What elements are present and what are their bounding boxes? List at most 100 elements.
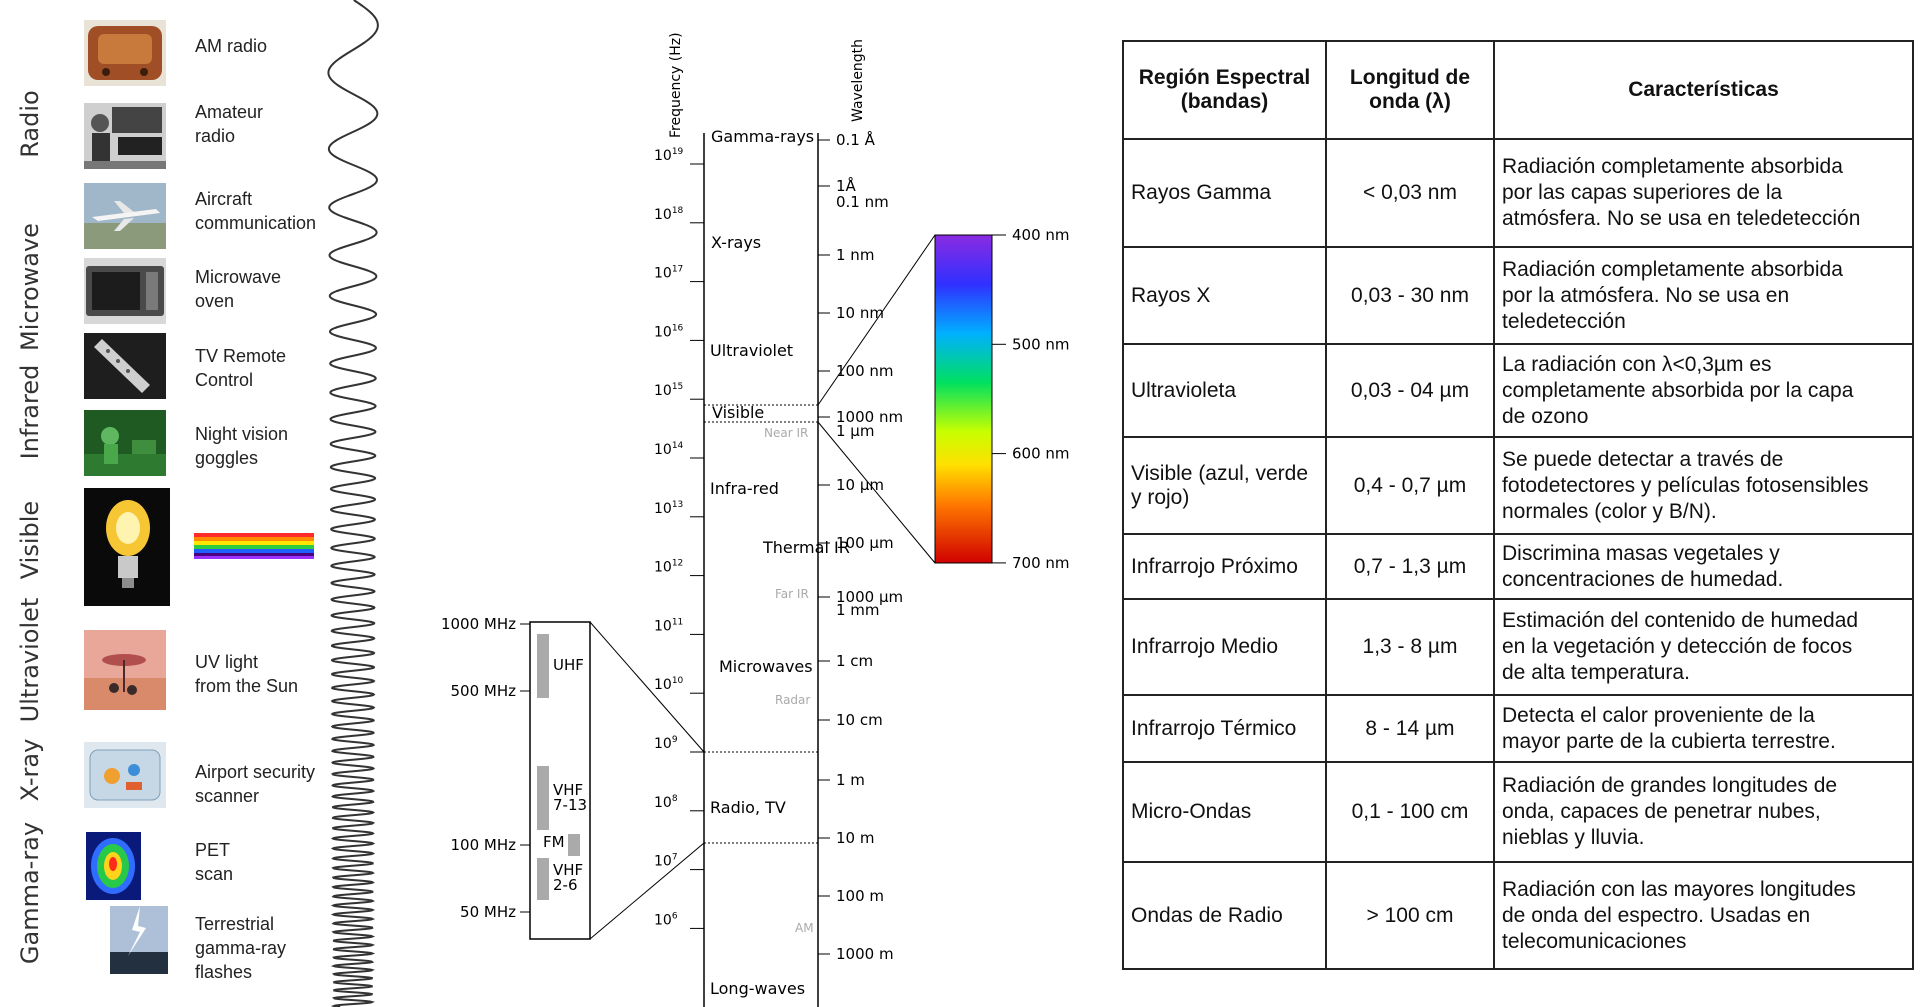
wavelength-axis-title: Wavelength [850,39,866,122]
wavelength-tick-label: 100 nm [836,362,894,380]
wavelength-tick-label: 10 cm [836,711,883,729]
broadcast-zoom-line-bottom [590,843,704,939]
visible-tick-label: 700 nm [1012,554,1070,572]
wavelength-tick-label: 0.1 nm [836,193,889,211]
region-label: Long-waves [710,979,805,998]
region-label: Ultraviolet [710,341,793,360]
region-label: Microwaves [719,657,813,676]
frequency-tick-label: 1017 [654,265,683,282]
table-cell-region: Rayos X [1123,247,1326,344]
table-row: Visible (azul, verde y rojo) 0,4 - 0,7 µm… [1123,437,1913,534]
frequency-tick-label: 1010 [654,676,684,693]
table-cell-characteristics: Se puede detectar a través de fotodetect… [1494,437,1913,534]
region-label: Radar [775,693,810,707]
header-wavelength: Longitud de onda (λ) [1326,41,1494,139]
region-label: X-rays [711,233,761,252]
frequency-tick-label: 1019 [654,147,684,164]
frequency-axis-title: Frequency (Hz) [668,32,684,138]
table-cell-wavelength: 8 - 14 µm [1326,695,1494,762]
table-cell-characteristics: Radiación de grandes longitudes de onda,… [1494,762,1913,862]
wavelength-tick-label: 1 cm [836,652,873,670]
table-cell-region: Ultravioleta [1123,344,1326,437]
wavelength-tick-label: 10 nm [836,304,884,322]
frequency-tick-label: 1014 [654,441,684,458]
visible-tick-label: 600 nm [1012,445,1070,463]
visible-spectrum-bar [935,235,992,563]
table-cell-region: Infrarrojo Próximo [1123,534,1326,599]
frequency-tick-label: 1015 [654,382,683,399]
wavelength-tick-label: 1 μm [836,422,874,440]
table-cell-region: Visible (azul, verde y rojo) [1123,437,1326,534]
broadcast-tick-label: 100 MHz [451,836,517,854]
broadcast-zoom-line-top [590,622,704,752]
table-cell-characteristics: La radiación con λ<0,3µm es completament… [1494,344,1913,437]
frequency-tick-label: 1013 [654,500,683,517]
broadcast-tick-label: 50 MHz [460,903,516,921]
region-label: AM [795,921,814,935]
header-characteristics: Características [1494,41,1913,139]
wavelength-tick-label: 10 μm [836,476,884,494]
table-row: Rayos X 0,03 - 30 nm Radiación completamen… [1123,247,1913,344]
uhf-band-bar [537,634,549,698]
wavelength-tick-label: 1 m [836,771,865,789]
spectrum-scale-diagram: Frequency (Hz) Wavelength 400 nm 500 nm 60… [0,0,1110,1007]
table-cell-characteristics: Radiación completamente absorbida por la… [1494,247,1913,344]
fm-band-bar [568,834,580,856]
table-cell-region: Infrarrojo Medio [1123,599,1326,695]
table-cell-wavelength: > 100 cm [1326,862,1494,969]
table-cell-characteristics: Detecta el calor proveniente de la mayor… [1494,695,1913,762]
table-cell-characteristics: Estimación del contenido de humedad en l… [1494,599,1913,695]
frequency-tick-label: 109 [654,735,678,752]
vhf-7-13-band-bar [537,766,549,830]
table-row: Ultravioleta 0,03 - 04 µm La radiación con… [1123,344,1913,437]
table-row: Infrarrojo Medio 1,3 - 8 µm Estimación del… [1123,599,1913,695]
region-label: Thermal IR [762,538,850,557]
table-cell-wavelength: 0,03 - 04 µm [1326,344,1494,437]
wavelength-tick-label: 1 nm [836,246,874,264]
table-cell-wavelength: 0,1 - 100 cm [1326,762,1494,862]
table-header-row: Región Espectral (bandas) Longitud de on… [1123,41,1913,139]
region-label: Far IR [775,587,809,601]
table-cell-wavelength: < 0,03 nm [1326,139,1494,247]
table-row: Infrarrojo Próximo 0,7 - 1,3 µm Discrimina… [1123,534,1913,599]
region-label: Radio, TV [710,798,786,817]
table-row: Rayos Gamma < 0,03 nm Radiación completame… [1123,139,1913,247]
frequency-tick-label: 106 [654,911,678,928]
frequency-tick-label: 1018 [654,206,684,223]
wavelength-tick-label: 100 m [836,887,884,905]
table-cell-characteristics: Discrimina masas vegetales y concentraci… [1494,534,1913,599]
broadcast-band-label: VHF 7-13 [553,781,587,814]
wavelength-tick-label: 1 mm [836,601,880,619]
visible-tick-label: 500 nm [1012,335,1070,353]
table-cell-wavelength: 1,3 - 8 µm [1326,599,1494,695]
spectral-bands-table: Región Espectral (bandas) Longitud de on… [1122,40,1914,970]
wavelength-tick-label: 10 m [836,829,874,847]
wavelength-tick-label: 0.1 Å [836,130,876,149]
region-label: Near IR [764,426,808,440]
wavelength-tick-label: 1000 m [836,945,894,963]
frequency-tick-label: 108 [654,794,678,811]
frequency-tick-label: 1011 [654,617,683,634]
broadcast-band-label: UHF [553,656,584,674]
table-cell-wavelength: 0,4 - 0,7 µm [1326,437,1494,534]
table-row: Ondas de Radio > 100 cm Radiación con las … [1123,862,1913,969]
table-row: Micro-Ondas 0,1 - 100 cm Radiación de gran… [1123,762,1913,862]
table-cell-region: Infrarrojo Térmico [1123,695,1326,762]
table-cell-wavelength: 0,7 - 1,3 µm [1326,534,1494,599]
broadcast-tick-label: 1000 MHz [441,615,516,633]
region-label: Gamma-rays [711,127,814,146]
header-region: Región Espectral (bandas) [1123,41,1326,139]
table-row: Infrarrojo Térmico 8 - 14 µm Detecta el ca… [1123,695,1913,762]
table-cell-region: Micro-Ondas [1123,762,1326,862]
table-cell-characteristics: Radiación con las mayores longitudes de … [1494,862,1913,969]
frequency-tick-label: 1012 [654,559,683,576]
visible-tick-label: 400 nm [1012,226,1070,244]
vhf-2-6-band-bar [537,858,549,900]
broadcast-band-label: FM [543,833,565,851]
table-cell-wavelength: 0,03 - 30 nm [1326,247,1494,344]
region-label: Visible [712,403,764,422]
region-label: Infra-red [710,479,779,498]
frequency-tick-label: 1016 [654,323,684,340]
table-cell-region: Rayos Gamma [1123,139,1326,247]
table-cell-characteristics: Radiación completamente absorbida por la… [1494,139,1913,247]
